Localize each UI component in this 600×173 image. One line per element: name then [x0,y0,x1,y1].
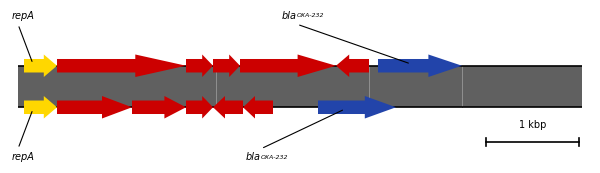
FancyArrow shape [213,54,240,77]
FancyArrow shape [186,54,213,77]
FancyArrow shape [378,54,462,77]
FancyArrow shape [186,96,213,119]
Bar [18,66,582,107]
Text: OXA-232: OXA-232 [296,13,324,18]
FancyArrow shape [24,54,57,77]
FancyArrow shape [240,54,336,77]
Text: bla: bla [282,11,297,21]
Text: OXA-232: OXA-232 [260,155,288,160]
FancyArrow shape [243,96,273,119]
FancyArrow shape [24,96,57,119]
Text: 1 kbp: 1 kbp [519,120,546,130]
Text: bla: bla [246,152,261,162]
FancyArrow shape [132,96,186,119]
FancyArrow shape [336,54,369,77]
Text: repA: repA [12,152,35,162]
FancyArrow shape [57,54,186,77]
FancyArrow shape [213,96,243,119]
FancyArrow shape [57,96,132,119]
Text: repA: repA [12,11,35,21]
FancyArrow shape [318,96,396,119]
